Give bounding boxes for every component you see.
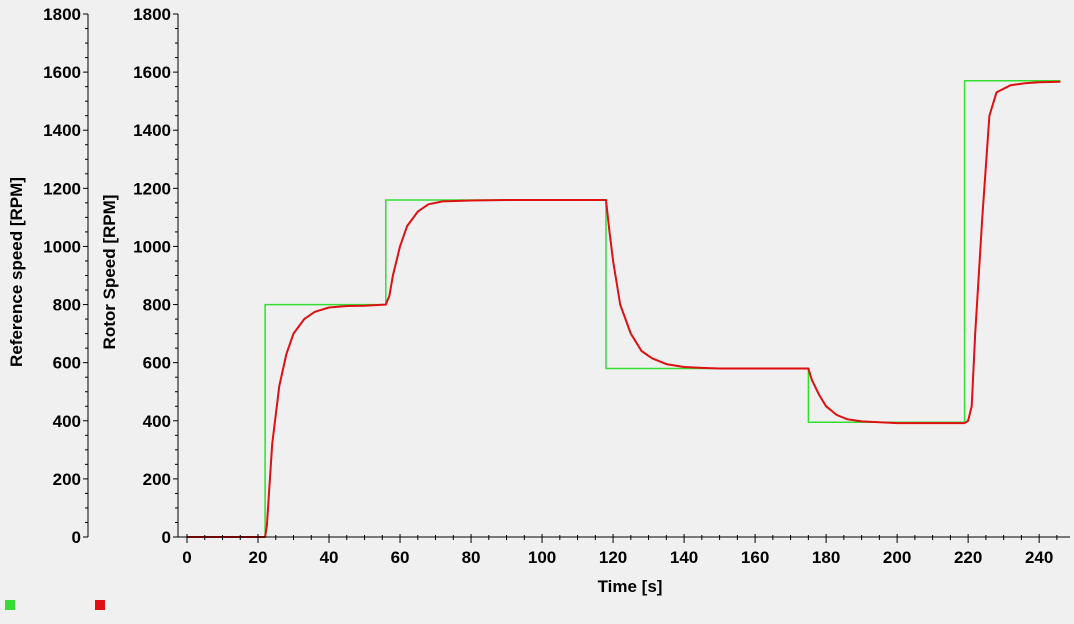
right-y-tick-label: 0 — [162, 528, 171, 547]
left-y-tick-label: 1200 — [43, 179, 81, 198]
x-tick-label: 100 — [528, 548, 556, 567]
x-tick-label: 0 — [182, 548, 191, 567]
x-tick-label: 220 — [954, 548, 982, 567]
left-y-tick-label: 600 — [53, 354, 81, 373]
right-y-tick-label: 1400 — [133, 121, 171, 140]
axes: 0200400600800100012001400160018000200400… — [43, 5, 1070, 567]
right-y-tick-label: 1800 — [133, 5, 171, 24]
legend-swatch-0 — [5, 600, 15, 610]
x-tick-label: 240 — [1025, 548, 1053, 567]
right-y-tick-label: 1000 — [133, 237, 171, 256]
x-tick-label: 80 — [462, 548, 481, 567]
right-y-tick-label: 1600 — [133, 63, 171, 82]
series-line-1 — [187, 80, 1061, 538]
left-y-tick-label: 1800 — [43, 5, 81, 24]
left-y-tick-label: 1400 — [43, 121, 81, 140]
left-y-tick-label: 1600 — [43, 63, 81, 82]
right-y-tick-label: 800 — [143, 296, 171, 315]
x-tick-label: 120 — [599, 548, 627, 567]
left-y-tick-label: 400 — [53, 412, 81, 431]
x-tick-label: 60 — [391, 548, 410, 567]
x-tick-label: 140 — [670, 548, 698, 567]
legend — [5, 600, 105, 610]
right-y-tick-label: 1200 — [133, 179, 171, 198]
x-tick-label: 20 — [249, 548, 268, 567]
left-y-tick-label: 800 — [53, 296, 81, 315]
right-y-tick-label: 400 — [143, 412, 171, 431]
left-y-tick-label: 0 — [72, 528, 81, 547]
left-y-tick-label: 1000 — [43, 237, 81, 256]
right-y-axis-title: Rotor Speed [RPM] — [100, 195, 119, 350]
left-y-tick-label: 200 — [53, 470, 81, 489]
series-line-0 — [187, 80, 1061, 538]
right-y-tick-label: 200 — [143, 470, 171, 489]
left-y-axis-title: Reference speed [RPM] — [7, 177, 26, 367]
x-axis-title: Time [s] — [598, 577, 663, 596]
x-tick-label: 200 — [883, 548, 911, 567]
x-tick-label: 160 — [741, 548, 769, 567]
plot-area — [187, 80, 1061, 538]
x-tick-label: 180 — [812, 548, 840, 567]
right-y-tick-label: 600 — [143, 354, 171, 373]
x-tick-label: 40 — [320, 548, 339, 567]
legend-swatch-1 — [95, 600, 105, 610]
